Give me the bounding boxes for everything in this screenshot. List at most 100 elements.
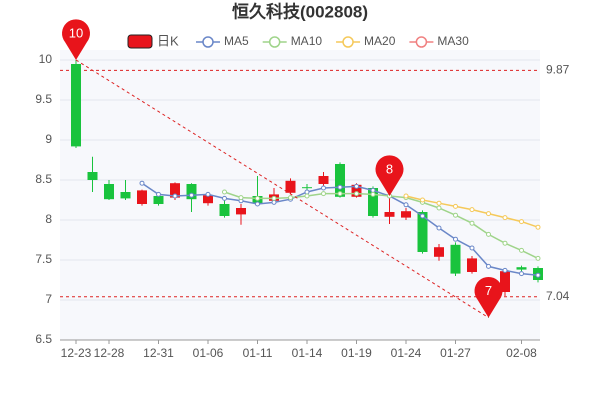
legend-label: MA20 — [364, 34, 396, 48]
legend-label: MA10 — [291, 34, 323, 48]
marker-pin — [474, 276, 503, 318]
legend-dot — [415, 36, 428, 48]
x-tick-label: 12-31 — [143, 346, 174, 360]
y-tick-label: 6.5 — [35, 332, 52, 346]
candle-body — [153, 196, 164, 204]
candle-body — [203, 195, 213, 204]
ma-point — [271, 195, 277, 201]
candle-body — [285, 180, 296, 193]
ma-point — [519, 271, 524, 277]
marker-pin — [375, 155, 404, 196]
x-tick-label: 01-19 — [341, 346, 372, 360]
candle-body — [516, 267, 527, 270]
marker-label: 8 — [386, 161, 393, 176]
candle-body — [120, 192, 131, 199]
y-tick-label: 7.5 — [35, 252, 52, 266]
candle-body — [351, 184, 362, 197]
chart-title: 恒久科技(002808) — [232, 1, 368, 21]
legend-label: MA30 — [437, 34, 469, 48]
x-tick-label: 01-06 — [193, 346, 224, 360]
ma-point — [222, 189, 227, 195]
ma-point — [403, 202, 409, 208]
ma-point — [205, 191, 211, 197]
y-tick-label: 8 — [45, 212, 52, 226]
legend-candle — [127, 34, 153, 49]
candle-body — [467, 258, 477, 272]
candle-body — [401, 211, 411, 218]
ma-point — [535, 255, 541, 261]
x-tick-label: 01-27 — [440, 346, 471, 360]
ma-point — [502, 267, 508, 273]
ma-point — [139, 180, 145, 186]
ma-point — [321, 185, 326, 191]
ma-point — [255, 201, 260, 207]
ma-point — [288, 195, 293, 201]
ma-point — [238, 195, 244, 201]
x-tick-label: 02-08 — [506, 346, 537, 360]
marker-pin — [62, 19, 91, 60]
candle-body — [368, 188, 378, 216]
ma-point — [370, 187, 376, 193]
ma-point — [436, 205, 442, 211]
ma-point — [486, 263, 491, 269]
candle-body — [87, 172, 98, 180]
y-tick-label: 8.5 — [35, 172, 52, 186]
ma-point — [469, 207, 475, 213]
ma-point — [172, 193, 178, 199]
ma-point — [453, 212, 458, 218]
y-tick-label: 7 — [45, 292, 52, 306]
legend-label: MA5 — [224, 34, 249, 48]
candle-body — [302, 187, 312, 189]
x-tick-label: 01-11 — [243, 346, 273, 360]
ma-point — [337, 191, 343, 197]
candle-body — [104, 184, 114, 200]
ma-point — [354, 183, 359, 189]
ma-point — [271, 199, 277, 205]
ma-point — [535, 272, 541, 278]
marker-label: 7 — [485, 283, 492, 298]
candle-body — [384, 212, 395, 217]
ma-point — [486, 231, 491, 237]
ma-point — [420, 197, 425, 203]
ma-point — [436, 200, 442, 206]
candle-body — [335, 164, 345, 197]
ma-point — [453, 236, 458, 242]
candle-body — [434, 247, 444, 257]
marker-label: 10 — [69, 25, 83, 40]
y-tick-label: 9.5 — [35, 92, 52, 106]
ma-point — [469, 220, 475, 226]
x-tick-label: 12-23 — [61, 346, 92, 360]
candle-body — [318, 176, 329, 184]
ma-point — [337, 184, 343, 190]
x-tick-label: 12-28 — [94, 346, 125, 360]
ma-point — [502, 240, 508, 246]
candle-body — [450, 244, 461, 274]
level-label: 7.04 — [546, 289, 570, 303]
legend-dot — [202, 36, 214, 48]
ma-point — [535, 224, 541, 230]
level-label: 9.87 — [546, 63, 570, 77]
candle-body — [71, 64, 81, 147]
ma-point — [420, 213, 425, 219]
candle-body — [137, 190, 147, 204]
ma-point — [370, 191, 376, 197]
ma-point — [354, 191, 359, 197]
x-tick-label: 01-24 — [391, 346, 422, 360]
ma-point — [502, 215, 508, 221]
candle-body — [219, 204, 230, 216]
x-tick-label: 01-14 — [292, 346, 323, 360]
candle-body — [417, 212, 428, 252]
ma-point — [486, 211, 491, 217]
legend-dot — [342, 36, 354, 48]
ma-point — [156, 191, 161, 197]
ma-point — [436, 225, 442, 231]
ma-line — [224, 191, 539, 260]
ma-point — [321, 191, 326, 197]
candle-body — [500, 271, 510, 292]
ma-point — [189, 192, 194, 198]
ma-point — [222, 195, 227, 201]
legend-label: 日K — [157, 33, 179, 48]
candle-body — [170, 183, 180, 198]
ma-point — [469, 245, 475, 251]
